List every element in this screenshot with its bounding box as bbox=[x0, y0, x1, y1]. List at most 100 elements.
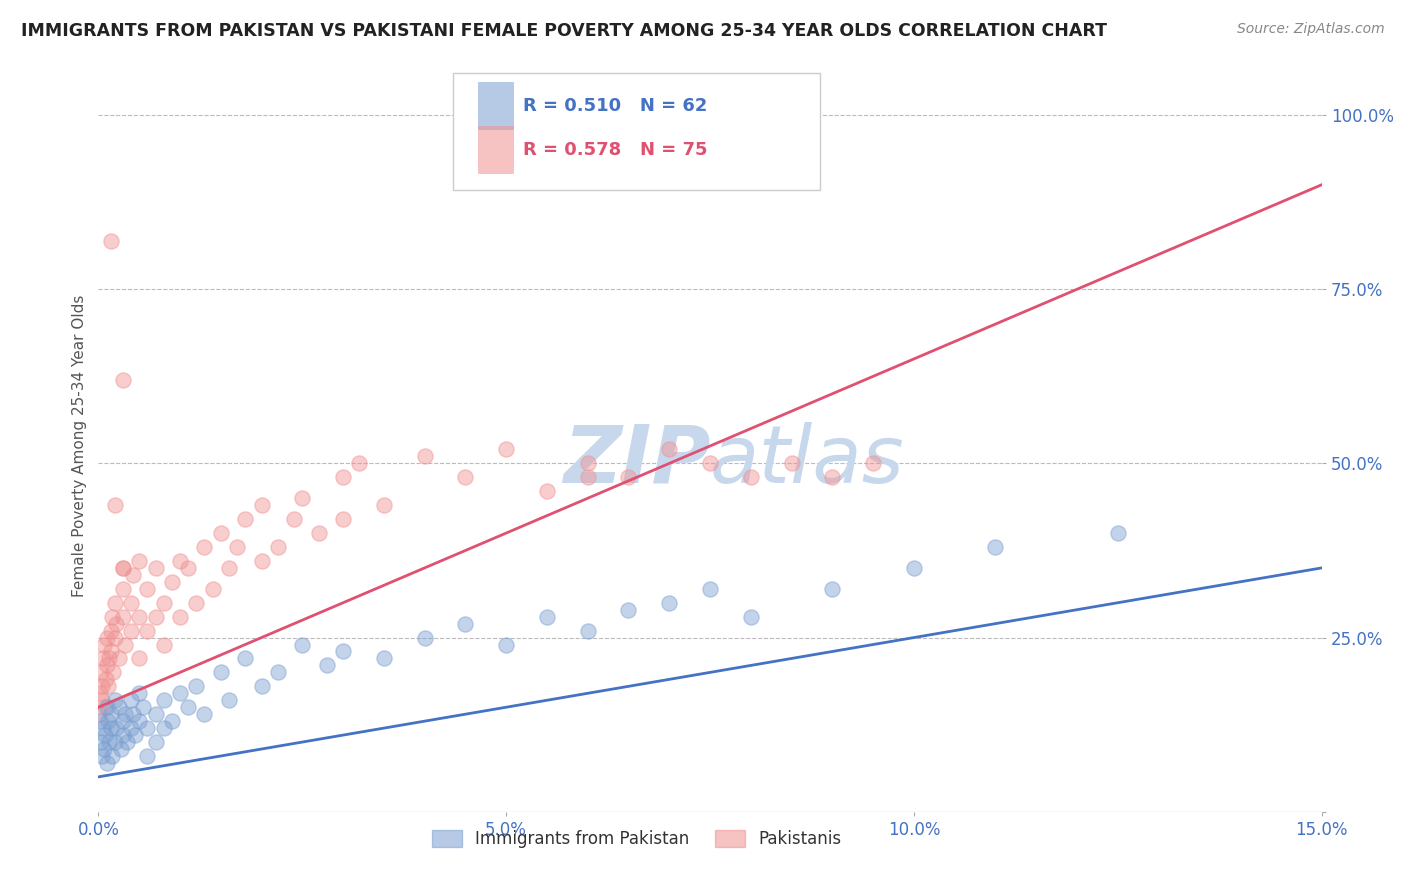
Point bbox=[160, 574, 183, 589]
Point bbox=[120, 624, 142, 638]
Point bbox=[128, 686, 150, 700]
Point bbox=[226, 540, 249, 554]
Point bbox=[209, 665, 232, 680]
Point bbox=[124, 728, 146, 742]
Point bbox=[100, 644, 122, 658]
Point bbox=[120, 596, 142, 610]
Point bbox=[101, 609, 124, 624]
Point bbox=[104, 693, 127, 707]
Point bbox=[90, 665, 112, 680]
Point bbox=[373, 498, 395, 512]
Text: R = 0.578   N = 75: R = 0.578 N = 75 bbox=[523, 141, 707, 159]
Point bbox=[108, 700, 131, 714]
Point bbox=[193, 707, 215, 722]
Point bbox=[104, 631, 127, 645]
Point bbox=[97, 679, 120, 693]
Point bbox=[100, 624, 122, 638]
Point bbox=[250, 679, 273, 693]
Point bbox=[128, 714, 150, 728]
Point bbox=[128, 651, 150, 665]
Point bbox=[495, 638, 517, 652]
Point bbox=[536, 484, 558, 499]
Point bbox=[145, 561, 167, 575]
Point bbox=[91, 679, 114, 693]
Point bbox=[332, 512, 354, 526]
Point bbox=[111, 561, 134, 575]
Point bbox=[96, 756, 118, 770]
Point bbox=[145, 707, 167, 722]
Point bbox=[233, 512, 256, 526]
Point bbox=[98, 735, 121, 749]
Point bbox=[169, 609, 191, 624]
Point bbox=[740, 609, 762, 624]
Point bbox=[536, 609, 558, 624]
Point bbox=[110, 742, 132, 756]
Point bbox=[91, 651, 114, 665]
Point bbox=[308, 526, 330, 541]
Point bbox=[218, 693, 240, 707]
Point bbox=[89, 714, 111, 728]
Point bbox=[136, 749, 159, 764]
Point bbox=[332, 644, 354, 658]
Point bbox=[121, 707, 143, 722]
Point bbox=[177, 561, 200, 575]
Point bbox=[699, 582, 721, 596]
Point bbox=[373, 651, 395, 665]
Text: Source: ZipAtlas.com: Source: ZipAtlas.com bbox=[1237, 22, 1385, 37]
Point bbox=[576, 470, 599, 484]
Point bbox=[101, 665, 124, 680]
Point bbox=[984, 540, 1007, 554]
Point bbox=[218, 561, 240, 575]
Point bbox=[115, 735, 138, 749]
Point bbox=[152, 721, 174, 735]
Point bbox=[186, 596, 208, 610]
Text: atlas: atlas bbox=[710, 422, 905, 500]
Point bbox=[821, 582, 844, 596]
Point bbox=[780, 457, 803, 471]
Point bbox=[291, 491, 314, 506]
Text: IMMIGRANTS FROM PAKISTAN VS PAKISTANI FEMALE POVERTY AMONG 25-34 YEAR OLDS CORRE: IMMIGRANTS FROM PAKISTAN VS PAKISTANI FE… bbox=[21, 22, 1107, 40]
Point bbox=[97, 714, 120, 728]
Point bbox=[90, 735, 112, 749]
Point bbox=[100, 721, 122, 735]
Point bbox=[94, 673, 117, 687]
Point bbox=[98, 651, 121, 665]
Point bbox=[658, 596, 681, 610]
Point bbox=[413, 631, 436, 645]
Point bbox=[104, 735, 127, 749]
Point bbox=[111, 609, 134, 624]
Point bbox=[267, 540, 290, 554]
Point bbox=[152, 596, 174, 610]
Point bbox=[111, 373, 134, 387]
Point bbox=[93, 742, 115, 756]
FancyBboxPatch shape bbox=[478, 127, 513, 173]
Point bbox=[120, 693, 142, 707]
Point bbox=[121, 567, 143, 582]
Point bbox=[93, 638, 115, 652]
Point bbox=[283, 512, 305, 526]
Point bbox=[111, 561, 134, 575]
Point bbox=[96, 658, 118, 673]
Y-axis label: Female Poverty Among 25-34 Year Olds: Female Poverty Among 25-34 Year Olds bbox=[72, 295, 87, 597]
Point bbox=[169, 554, 191, 568]
Point bbox=[169, 686, 191, 700]
Point bbox=[495, 442, 517, 457]
Point bbox=[104, 596, 127, 610]
Point bbox=[91, 749, 114, 764]
Point bbox=[454, 616, 477, 631]
FancyBboxPatch shape bbox=[453, 73, 820, 190]
Point bbox=[89, 707, 111, 722]
Point bbox=[104, 498, 127, 512]
Point bbox=[152, 638, 174, 652]
Point bbox=[186, 679, 208, 693]
Point bbox=[120, 721, 142, 735]
Point bbox=[96, 631, 118, 645]
Point bbox=[94, 700, 117, 714]
Point bbox=[291, 638, 314, 652]
Point bbox=[209, 526, 232, 541]
Point bbox=[617, 603, 640, 617]
Point bbox=[145, 609, 167, 624]
Point bbox=[114, 638, 136, 652]
FancyBboxPatch shape bbox=[478, 82, 513, 129]
Text: ZIP: ZIP bbox=[562, 422, 710, 500]
